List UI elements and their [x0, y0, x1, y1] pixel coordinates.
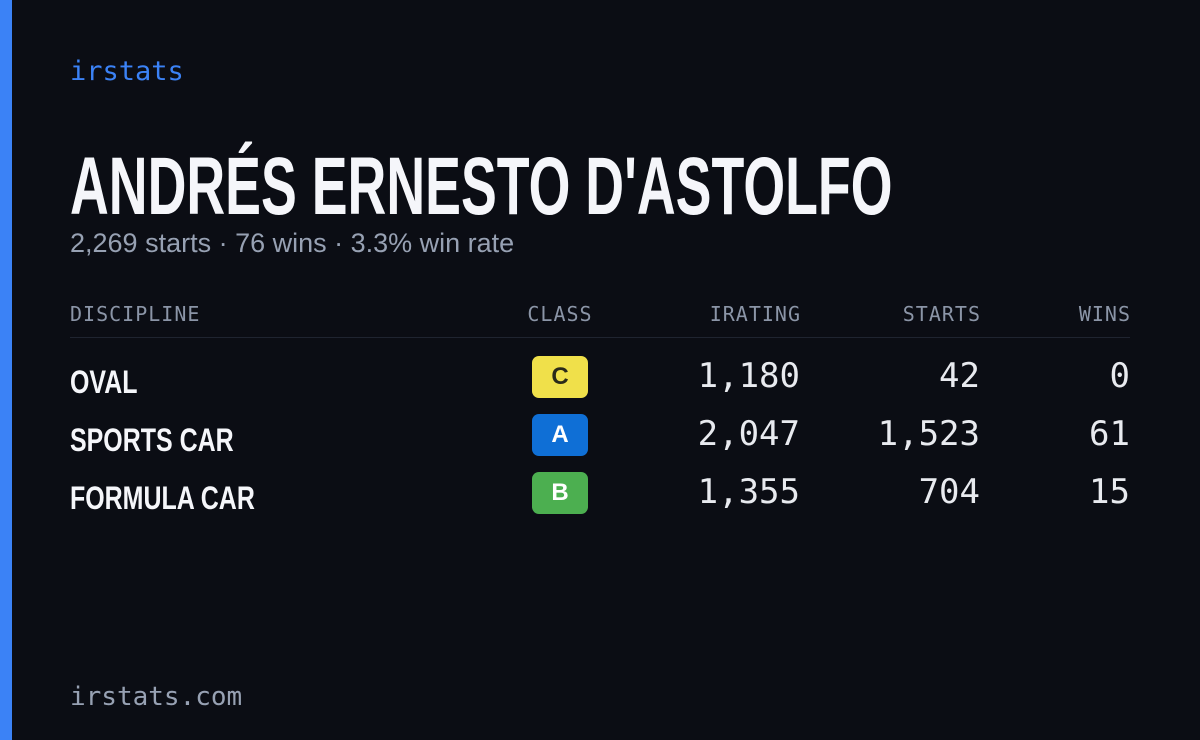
wins: 15	[1089, 472, 1130, 512]
starts: 704	[918, 472, 980, 512]
header-rule	[70, 337, 1130, 338]
irating: 1,355	[697, 472, 800, 512]
header-wins: WINS	[1078, 302, 1131, 326]
wins: 61	[1089, 414, 1130, 454]
starts: 42	[939, 356, 980, 396]
discipline: OVAL	[70, 364, 138, 400]
class-badge: A	[532, 414, 588, 456]
irating: 2,047	[697, 414, 800, 454]
class-badge: C	[532, 356, 588, 398]
starts: 1,523	[877, 414, 980, 454]
discipline: SPORTS CAR	[70, 422, 234, 458]
accent-bar	[0, 0, 12, 740]
class-badge: B	[532, 472, 588, 514]
brand: irstats	[70, 56, 184, 87]
irating: 1,180	[697, 356, 800, 396]
wins: 0	[1109, 356, 1130, 396]
header-starts: STARTS	[902, 302, 981, 326]
header-class: CLASS	[527, 302, 593, 326]
driver-summary: 2,269 starts · 76 wins · 3.3% win rate	[70, 228, 515, 258]
header-discipline: DISCIPLINE	[70, 302, 201, 326]
footer-url: irstats.com	[70, 682, 243, 712]
driver-name: ANDRÉS ERNESTO D'ASTOLFO	[70, 141, 893, 232]
discipline: FORMULA CAR	[70, 480, 255, 516]
header-irating: IRATING	[709, 302, 801, 326]
